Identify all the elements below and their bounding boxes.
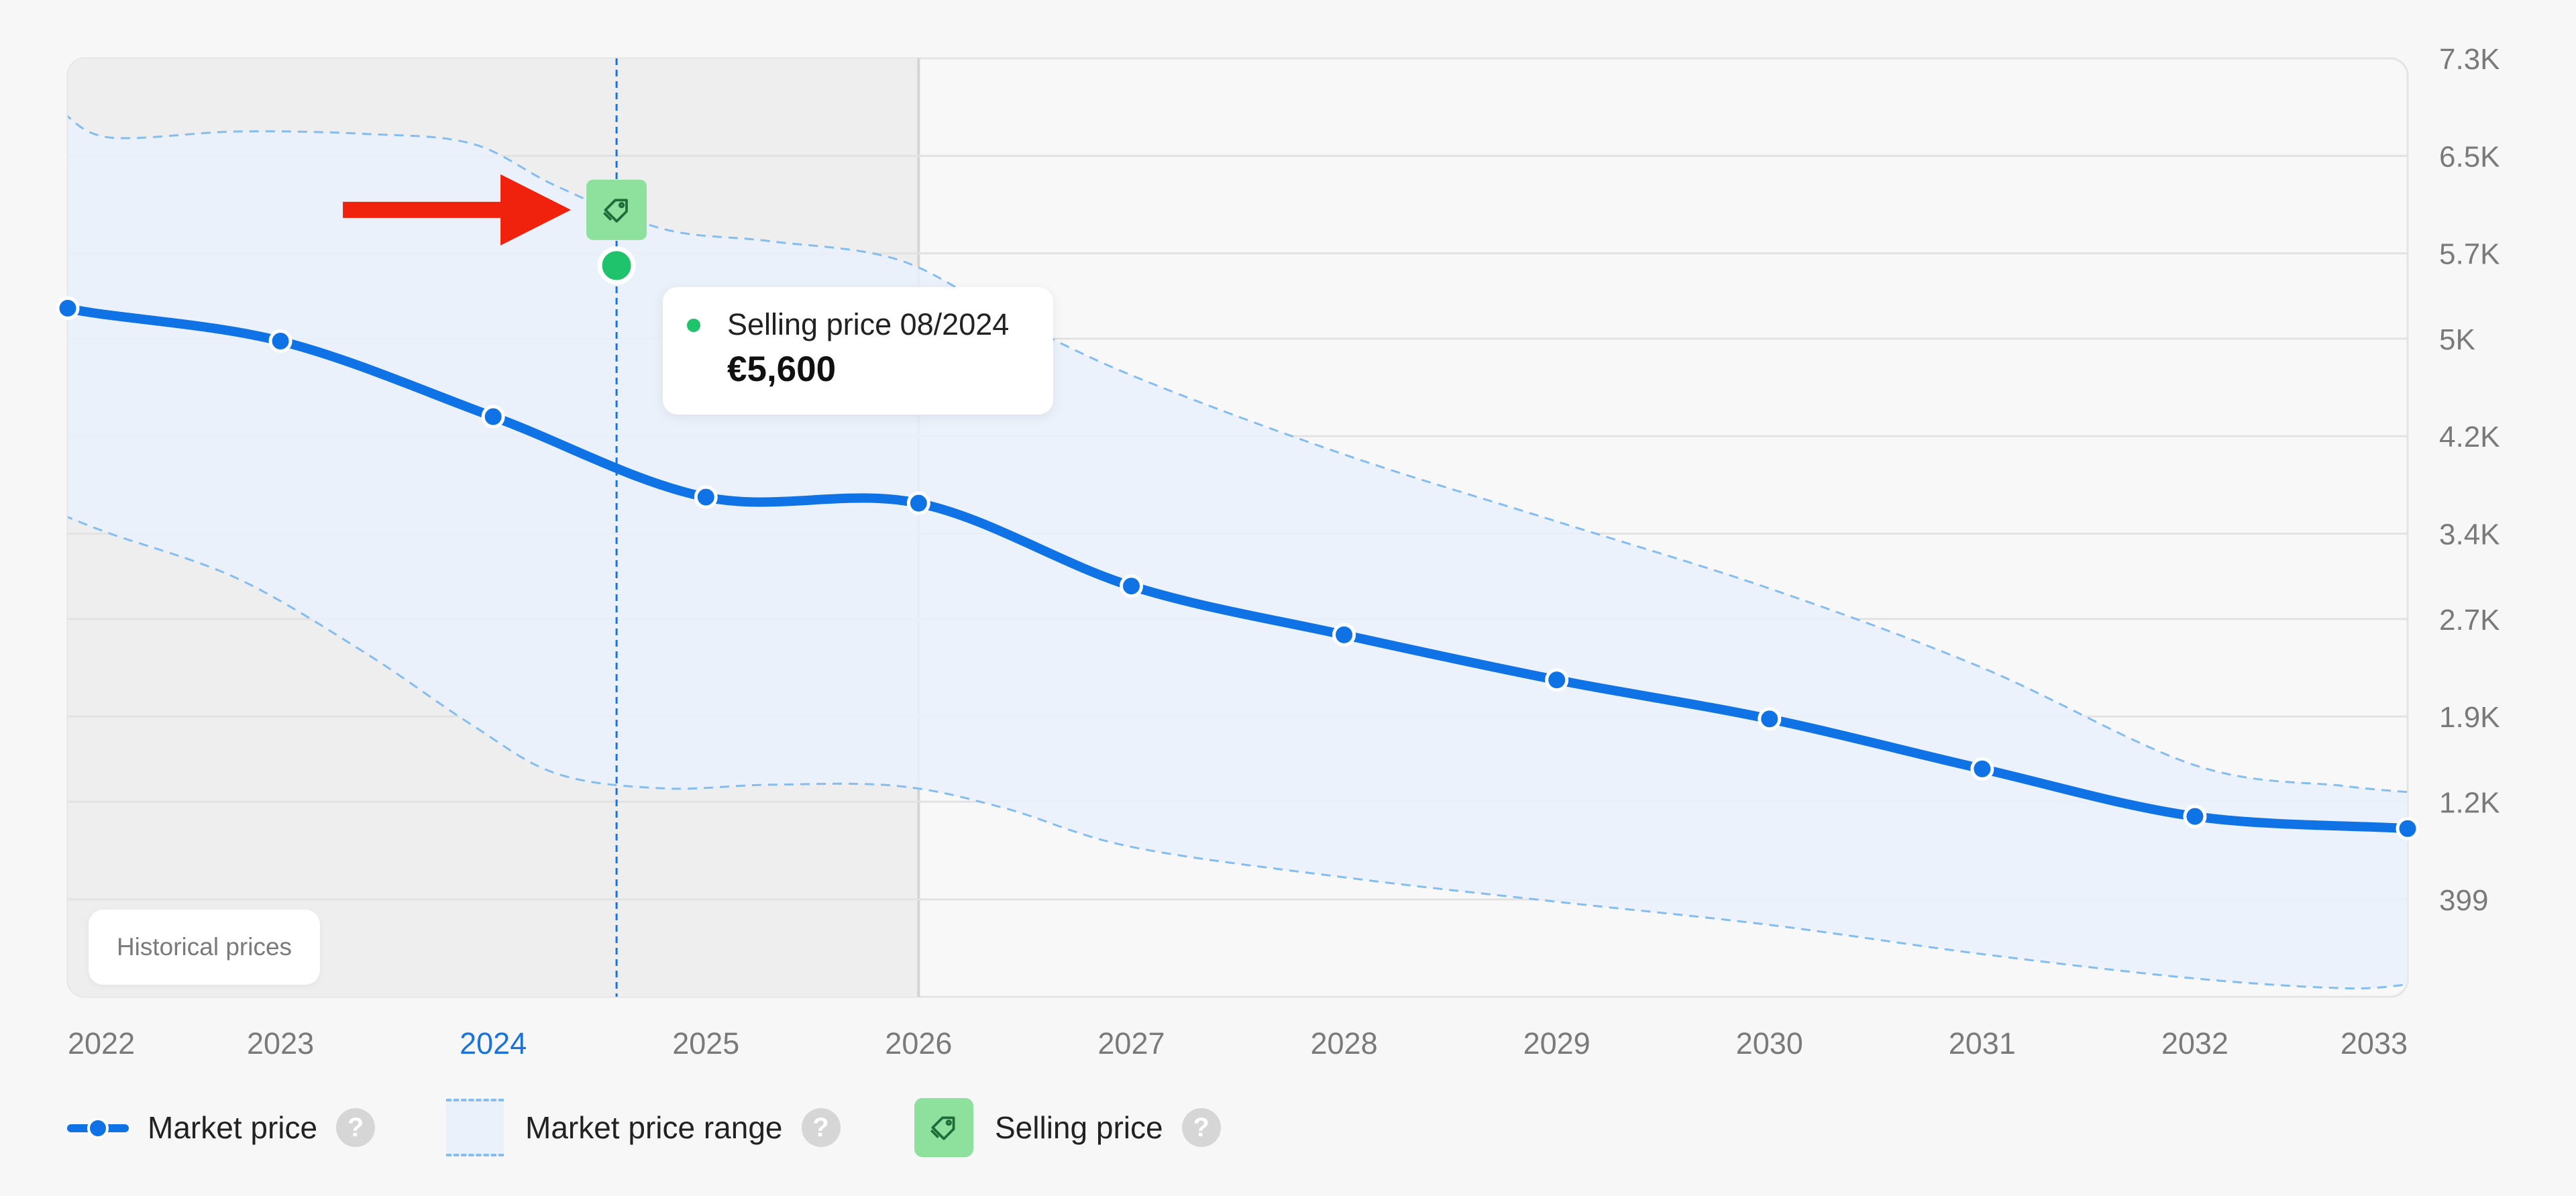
y-tick-label: 4.2K xyxy=(2439,421,2500,453)
market-price-point xyxy=(1758,707,1782,731)
x-tick-label: 2024 xyxy=(460,1026,527,1061)
x-tick-label: 2022 xyxy=(68,1026,135,1061)
selling-price-point xyxy=(597,246,636,285)
x-tick-label: 2027 xyxy=(1097,1026,1165,1061)
market-price-point xyxy=(2396,816,2420,840)
legend-item-market-price: Market price ? xyxy=(67,1097,376,1158)
market-price-point xyxy=(906,491,930,515)
legend-label-market-price-range: Market price range xyxy=(525,1110,783,1145)
market-price-range-band xyxy=(68,113,2408,989)
x-tick-label: 2026 xyxy=(885,1026,952,1061)
x-tick-label: 2032 xyxy=(2161,1026,2229,1061)
x-tick-label: 2031 xyxy=(1949,1026,2016,1061)
y-tick-label: 1.9K xyxy=(2439,701,2500,734)
legend-label-selling-price: Selling price xyxy=(995,1110,1163,1145)
x-tick-label: 2028 xyxy=(1310,1026,1377,1061)
red-arrow-icon xyxy=(343,174,572,246)
legend-item-market-price-range: Market price range ? xyxy=(446,1097,841,1158)
help-icon[interactable]: ? xyxy=(801,1108,841,1147)
y-tick-label: 399 xyxy=(2439,884,2488,917)
x-tick-label: 2029 xyxy=(1523,1026,1591,1061)
y-tick-label: 5.7K xyxy=(2439,238,2500,271)
market-price-point xyxy=(694,485,718,509)
x-tick-label: 2033 xyxy=(2341,1026,2408,1061)
selling-price-tooltip: Selling price 08/2024 €5,600 xyxy=(663,287,1053,415)
market-price-point xyxy=(56,296,80,320)
tooltip-dot-icon xyxy=(687,319,700,332)
price-tag-icon xyxy=(914,1098,973,1157)
x-tick-label: 2030 xyxy=(1736,1026,1803,1061)
market-price-point xyxy=(1119,574,1143,598)
market-price-point xyxy=(1545,668,1569,692)
market-price-point xyxy=(2183,804,2207,828)
range-lower-line xyxy=(68,514,2408,990)
x-tick-label: 2023 xyxy=(247,1026,314,1061)
y-tick-label: 2.7K xyxy=(2439,604,2500,637)
tooltip-label: Selling price 08/2024 xyxy=(727,307,1010,341)
market-price-point xyxy=(481,404,505,429)
market-price-range-swatch-icon xyxy=(446,1099,504,1156)
market-price-line xyxy=(68,276,2408,840)
y-tick-label: 1.2K xyxy=(2439,786,2500,819)
market-price-line-icon xyxy=(67,1097,129,1158)
market-price-point xyxy=(1332,622,1356,647)
x-tick-label: 2025 xyxy=(672,1026,739,1061)
y-tick-label: 6.5K xyxy=(2439,140,2500,173)
market-price-point xyxy=(268,329,292,354)
y-tick-label: 5K xyxy=(2439,323,2475,356)
y-tick-label: 3.4K xyxy=(2439,519,2500,551)
historical-prices-label: Historical prices xyxy=(89,910,320,985)
legend-label-market-price: Market price xyxy=(148,1110,318,1145)
help-icon[interactable]: ? xyxy=(336,1108,376,1147)
tooltip-value: €5,600 xyxy=(727,349,837,389)
market-price-point xyxy=(1970,757,1994,781)
help-icon[interactable]: ? xyxy=(1181,1108,1221,1147)
legend-item-selling-price: Selling price ? xyxy=(914,1097,1221,1158)
y-tick-label: 7.3K xyxy=(2439,43,2500,76)
price-tag-icon xyxy=(586,179,647,240)
